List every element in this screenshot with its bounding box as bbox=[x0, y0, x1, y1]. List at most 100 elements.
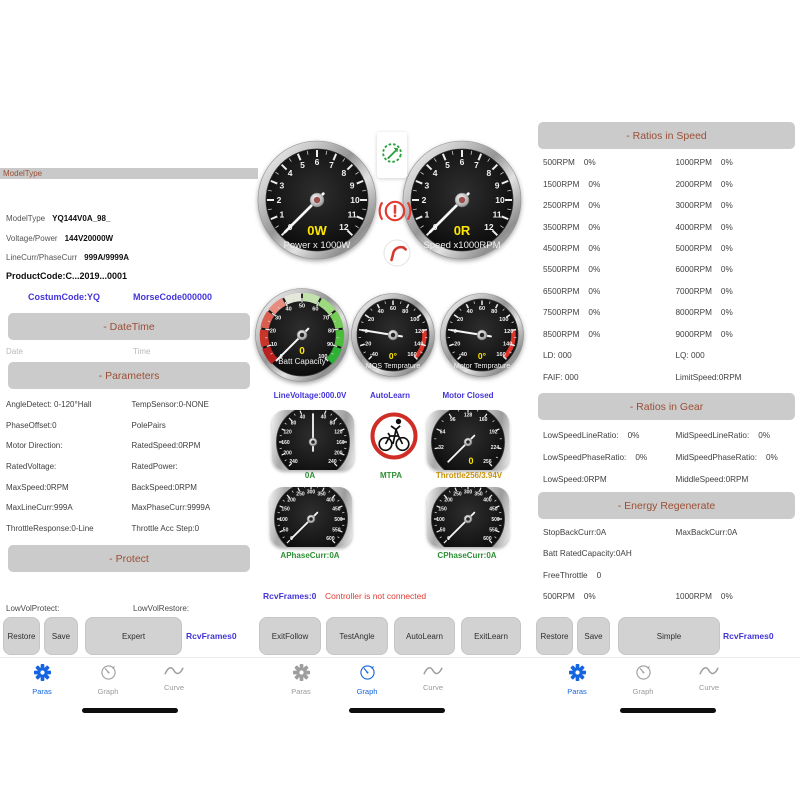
param-cell[interactable]: StopBackCurr:0A bbox=[543, 528, 607, 538]
lowvol-restore-field[interactable]: LowVolRestore: bbox=[133, 604, 190, 613]
costum-code-link[interactable]: CostumCode:YQ bbox=[28, 292, 100, 302]
table-row: 8500RPM 0% 9000RPM 0% bbox=[535, 324, 800, 345]
svg-text:5: 5 bbox=[445, 160, 450, 170]
param-cell[interactable]: LQ: 000 bbox=[675, 351, 705, 361]
tab-graph[interactable]: Graph bbox=[610, 658, 676, 704]
svg-text:11: 11 bbox=[493, 210, 502, 220]
param-cell[interactable]: 7500RPM 0% bbox=[543, 308, 601, 318]
svg-text:6: 6 bbox=[460, 157, 465, 167]
param-cell[interactable]: MaxBackCurr:0A bbox=[675, 528, 738, 538]
morse-code-link[interactable]: MorseCode000000 bbox=[133, 292, 213, 302]
param-cell[interactable]: LimitSpeed:0RPM bbox=[675, 372, 742, 382]
test-angle-button[interactable]: TestAngle bbox=[326, 617, 388, 655]
exit-learn-button[interactable]: ExitLearn bbox=[461, 617, 521, 655]
auto-learn-button[interactable]: AutoLearn bbox=[394, 617, 455, 655]
param-cell[interactable]: MaxPhaseCurr:9999A bbox=[131, 503, 211, 513]
time-field[interactable]: Time bbox=[133, 347, 151, 356]
auto-learn-label[interactable]: AutoLearn bbox=[370, 391, 410, 400]
tab-paras[interactable]: Paras bbox=[544, 658, 610, 704]
param-cell[interactable]: MaxLineCurr:999A bbox=[6, 503, 73, 513]
section-ratios-in-speed[interactable]: - Ratios in Speed bbox=[538, 122, 795, 149]
param-cell[interactable]: 1000RPM 0% bbox=[675, 158, 733, 168]
param-cell[interactable]: 3500RPM 0% bbox=[543, 222, 601, 232]
param-cell[interactable]: Motor Direction: bbox=[6, 441, 63, 451]
section-datetime-label: - DateTime bbox=[103, 320, 155, 333]
svg-text:140: 140 bbox=[414, 341, 423, 347]
line-voltage-label[interactable]: LineVoltage:000.0V bbox=[273, 391, 347, 400]
tab-curve[interactable]: Curve bbox=[400, 658, 466, 704]
section-parameters[interactable]: - Parameters bbox=[8, 362, 250, 389]
param-cell[interactable]: 500RPM 0% bbox=[543, 592, 596, 602]
svg-text:70: 70 bbox=[323, 316, 329, 322]
param-cell[interactable]: AngleDetect: 0-120°Hall bbox=[6, 399, 92, 409]
param-cell[interactable]: 500RPM 0% bbox=[543, 158, 596, 168]
param-cell[interactable]: FreeThrottle 0 bbox=[543, 570, 602, 580]
param-cell[interactable]: PhaseOffset:0 bbox=[6, 420, 57, 430]
param-cell[interactable]: 6500RPM 0% bbox=[543, 286, 601, 296]
param-cell[interactable]: 9000RPM 0% bbox=[675, 329, 733, 339]
tab-graph[interactable]: Graph bbox=[334, 658, 400, 704]
param-cell[interactable]: FAIF: 000 bbox=[543, 372, 579, 382]
svg-text:30: 30 bbox=[275, 316, 281, 322]
param-cell[interactable]: LD: 000 bbox=[543, 351, 572, 361]
lowvol-protect-field[interactable]: LowVolProtect: bbox=[6, 604, 60, 613]
param-cell[interactable]: Batt RatedCapacity:0AH bbox=[543, 549, 632, 559]
tab-paras[interactable]: Paras bbox=[268, 658, 334, 704]
mtpa-label[interactable]: MTPA bbox=[379, 471, 403, 480]
param-cell[interactable]: TempSensor:0-NONE bbox=[131, 399, 209, 409]
svg-text:250: 250 bbox=[453, 491, 462, 497]
param-cell[interactable]: 2500RPM 0% bbox=[543, 201, 601, 211]
param-cell[interactable]: 5500RPM 0% bbox=[543, 265, 601, 275]
param-cell[interactable]: BackSpeed:0RPM bbox=[131, 482, 197, 492]
table-row: 2500RPM 0% 3000RPM 0% bbox=[535, 195, 800, 216]
param-cell[interactable]: 8000RPM 0% bbox=[675, 308, 733, 318]
motor-state-label[interactable]: Motor Closed bbox=[442, 391, 494, 400]
left-phone-panel: ModelType ModelType YQ144V0A_98_ Voltage/P… bbox=[0, 0, 259, 800]
tab-curve[interactable]: Curve bbox=[141, 658, 207, 704]
param-cell[interactable]: LowSpeed:0RPM bbox=[543, 475, 607, 485]
svg-text:50: 50 bbox=[440, 527, 446, 533]
rcv-frames-link[interactable]: RcvFrames0 bbox=[723, 631, 774, 641]
param-cell[interactable]: 6000RPM 0% bbox=[675, 265, 733, 275]
save-button[interactable]: Save bbox=[44, 617, 78, 655]
param-cell[interactable]: 2000RPM 0% bbox=[675, 179, 733, 189]
section-energy-regenerate[interactable]: - Energy Regenerate bbox=[538, 492, 795, 519]
exit-follow-button[interactable]: ExitFollow bbox=[259, 617, 321, 655]
simple-button[interactable]: Simple bbox=[618, 617, 720, 655]
param-cell[interactable]: 5000RPM 0% bbox=[675, 243, 733, 253]
svg-text:550: 550 bbox=[489, 527, 498, 533]
restore-button[interactable]: Restore bbox=[536, 617, 573, 655]
param-cell[interactable]: MiddleSpeed:0RPM bbox=[675, 475, 749, 485]
param-cell[interactable]: MidSpeedLineRatio: 0% bbox=[675, 430, 771, 440]
tab-curve[interactable]: Curve bbox=[676, 658, 742, 704]
param-cell[interactable]: LowSpeedPhaseRatio: 0% bbox=[543, 452, 648, 462]
rcv-frames-link[interactable]: RcvFrames0 bbox=[186, 631, 237, 641]
restore-button[interactable]: Restore bbox=[3, 617, 40, 655]
param-cell[interactable]: ThrottleResponse:0-Line bbox=[6, 523, 94, 533]
param-cell[interactable]: 1500RPM 0% bbox=[543, 179, 601, 189]
section-ratios-in-gear[interactable]: - Ratios in Gear bbox=[538, 393, 795, 420]
date-field[interactable]: Date bbox=[6, 347, 23, 356]
param-cell[interactable]: MaxSpeed:0RPM bbox=[6, 482, 69, 492]
section-datetime[interactable]: - DateTime bbox=[8, 313, 250, 340]
param-cell[interactable]: 4000RPM 0% bbox=[675, 222, 733, 232]
param-cell[interactable]: PolePairs bbox=[131, 420, 166, 430]
expert-button[interactable]: Expert bbox=[85, 617, 182, 655]
param-cell[interactable]: LowSpeedLineRatio: 0% bbox=[543, 430, 640, 440]
motor-temperature-gauge: -40 -20 0 20 40 60 80 100 120 140 160 0° Motor Tempr… bbox=[440, 293, 524, 377]
save-button[interactable]: Save bbox=[577, 617, 610, 655]
modeltype-section-header[interactable]: ModelType bbox=[0, 168, 258, 179]
param-cell[interactable]: Throttle Acc Step:0 bbox=[131, 523, 200, 533]
param-cell[interactable]: 8500RPM 0% bbox=[543, 329, 601, 339]
param-cell[interactable]: RatedPower: bbox=[131, 461, 178, 471]
section-protect[interactable]: - Protect bbox=[8, 545, 250, 572]
param-cell[interactable]: 4500RPM 0% bbox=[543, 243, 601, 253]
param-cell[interactable]: RatedSpeed:0RPM bbox=[131, 441, 201, 451]
param-cell[interactable]: 3000RPM 0% bbox=[675, 201, 733, 211]
param-cell[interactable]: RatedVoltage: bbox=[6, 461, 57, 471]
tab-paras[interactable]: Paras bbox=[9, 658, 75, 704]
param-cell[interactable]: 7000RPM 0% bbox=[675, 286, 733, 296]
tab-graph[interactable]: Graph bbox=[75, 658, 141, 704]
param-cell[interactable]: 1000RPM 0% bbox=[675, 592, 733, 602]
param-cell[interactable]: MidSpeedPhaseRatio: 0% bbox=[675, 452, 778, 462]
